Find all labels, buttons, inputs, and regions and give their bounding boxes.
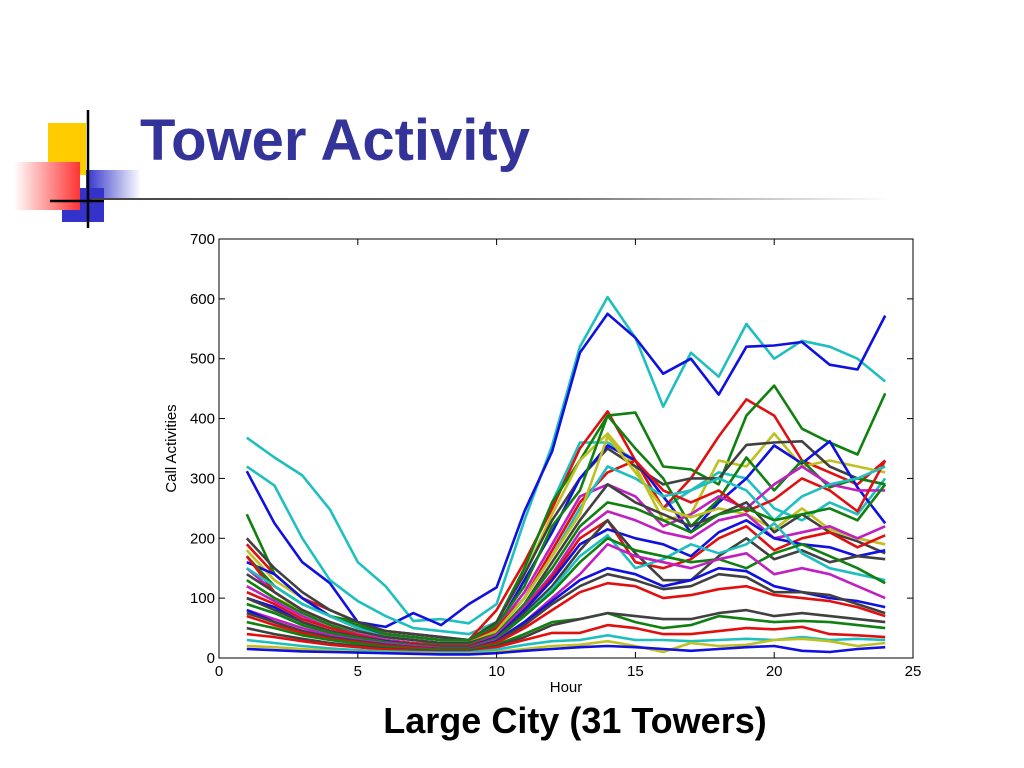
slide-subtitle: Large City (31 Towers) (383, 700, 767, 741)
title-underline (92, 198, 892, 200)
series-line-3 (246, 441, 887, 636)
y-tick-label: 100 (190, 590, 215, 607)
series-line-12 (246, 465, 886, 645)
series-line-17 (246, 518, 886, 648)
title-decoration (14, 110, 141, 228)
y-tick-label: 300 (190, 470, 215, 487)
series-line-2 (245, 312, 887, 629)
y-tick-label: 600 (190, 291, 215, 308)
y-tick-label: 400 (190, 411, 215, 428)
x-tick-label: 10 (488, 663, 505, 680)
series-line-28 (246, 623, 886, 654)
y-tick-label: 0 (207, 650, 215, 667)
x-tick-label: 0 (215, 663, 223, 680)
x-tick-label: 25 (905, 663, 922, 680)
y-tick-label: 200 (190, 530, 215, 547)
y-axis-label: Call Activities (163, 404, 180, 492)
series-line-9 (245, 414, 886, 642)
x-tick-label: 5 (354, 663, 362, 680)
y-tick-label: 500 (190, 351, 215, 368)
slide-title: Tower Activity (140, 108, 530, 173)
y-tick-label: 700 (190, 231, 215, 248)
line-chart: 0 5 10 15 20 25 0 100 200 300 400 500 600 700 Hour Call… (163, 231, 922, 696)
x-axis-label: Hour (550, 679, 583, 696)
series-line-26 (246, 611, 886, 652)
series-line-1 (246, 295, 887, 625)
series-line-21 (246, 536, 886, 650)
series-line-7 (245, 440, 886, 642)
series-line-31 (246, 644, 886, 656)
x-tick-label: 15 (627, 663, 644, 680)
x-tick-label: 20 (766, 663, 783, 680)
plot-frame (218, 238, 914, 659)
decoration-red-gradient-bar (14, 162, 80, 210)
